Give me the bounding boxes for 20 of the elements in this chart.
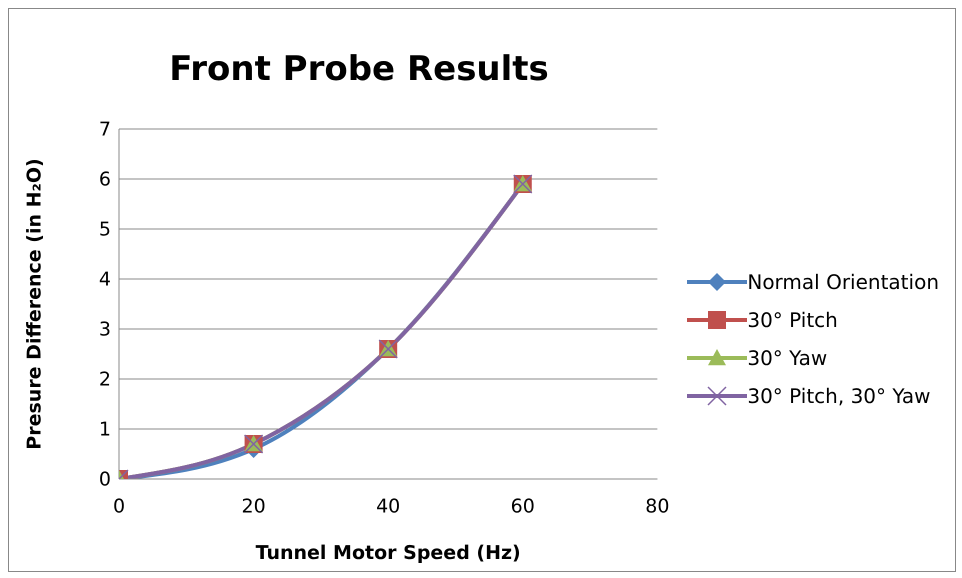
x-tick-label: 80 [645, 495, 670, 518]
y-tick-label: 3 [98, 318, 111, 341]
x-tick-label: 60 [510, 495, 535, 518]
y-tick-label: 1 [98, 418, 111, 441]
legend-label: 30° Pitch [747, 308, 838, 332]
x-tick-label: 0 [112, 495, 126, 518]
y-tick-label: 0 [98, 468, 111, 491]
legend-label: 30° Pitch, 30° Yaw [747, 384, 930, 408]
y-tick-label: 2 [98, 368, 111, 391]
x-axis-title: Tunnel Motor Speed (Hz) [256, 542, 521, 564]
legend-label: 30° Yaw [747, 346, 828, 370]
x-tick-label: 20 [241, 495, 266, 518]
chart-title: Front Probe Results [168, 49, 550, 89]
y-tick-label: 5 [98, 218, 111, 241]
y-tick-label: 7 [98, 118, 111, 141]
y-axis-title: Presure Difference (in H₂O) [24, 158, 46, 450]
y-tick-label: 4 [98, 268, 111, 291]
legend-label: Normal Orientation [747, 270, 939, 294]
y-tick-label: 6 [98, 168, 111, 191]
x-tick-label: 40 [376, 495, 400, 518]
